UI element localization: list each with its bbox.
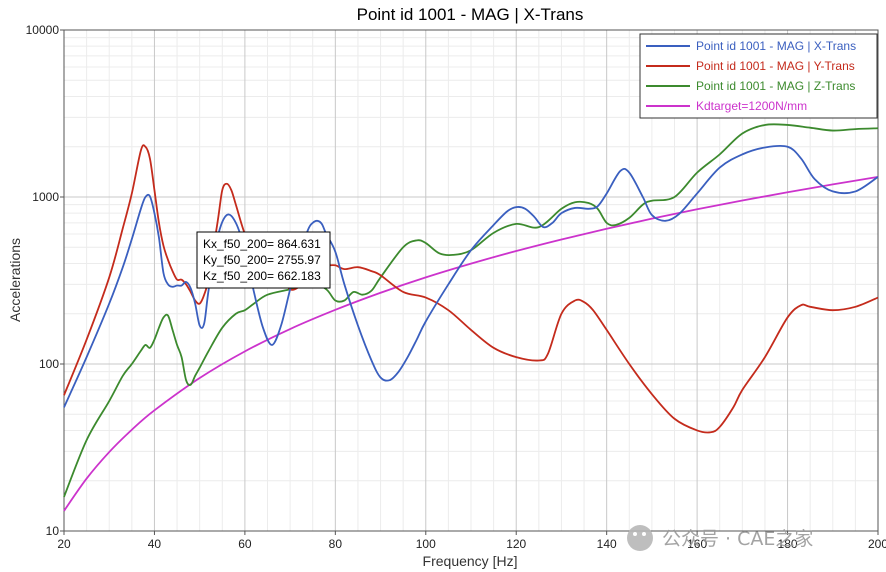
chart-title: Point id 1001 - MAG | X-Trans xyxy=(357,5,584,24)
wechat-icon-eye-right xyxy=(642,532,646,536)
y-tick-label: 10 xyxy=(46,524,60,538)
x-tick-label: 20 xyxy=(57,537,71,551)
y-tick-label: 100 xyxy=(39,357,59,371)
y-tick-label: 10000 xyxy=(26,23,60,37)
watermark-text: 公众号 · CAE之家 xyxy=(662,528,813,550)
annotation-line-kx: Kx_f50_200= 864.631 xyxy=(203,237,321,251)
legend: Point id 1001 - MAG | X-Trans Point id 10… xyxy=(639,33,878,119)
annotation-tooltip: Kx_f50_200= 864.631 Ky_f50_200= 2755.97 … xyxy=(196,231,331,289)
legend-entry: Kdtarget=1200N/mm xyxy=(696,99,807,113)
x-tick-label: 60 xyxy=(238,537,252,551)
x-tick-label: 120 xyxy=(506,537,526,551)
wechat-icon-eye-left xyxy=(633,532,637,536)
x-tick-label: 80 xyxy=(329,537,343,551)
series-line-point-id-1001-mag-z-trans xyxy=(63,123,879,498)
x-tick-label: 180 xyxy=(778,537,798,551)
legend-entry: Point id 1001 - MAG | Y-Trans xyxy=(696,59,855,73)
series-line-kdtarget-1200n-mm xyxy=(63,176,879,512)
y-axis-label: Accelerations xyxy=(7,238,23,322)
x-tick-label: 160 xyxy=(687,537,707,551)
legend-entry: Point id 1001 - MAG | X-Trans xyxy=(696,39,856,53)
x-tick-label: 140 xyxy=(597,537,617,551)
annotation-box xyxy=(196,231,331,289)
legend-entry: Point id 1001 - MAG | Z-Trans xyxy=(696,79,855,93)
x-tick-label: 40 xyxy=(148,537,162,551)
x-tick-label: 200 xyxy=(868,537,886,551)
annotation-line-kz: Kz_f50_200= 662.183 xyxy=(203,269,321,283)
y-tick-label: 1000 xyxy=(32,190,59,204)
watermark: 公众号 · CAE之家 xyxy=(627,525,813,551)
legend-box xyxy=(639,33,878,119)
plot-area-frame xyxy=(63,29,879,532)
x-axis-ticks: 20 40 60 80 100 120 140 160 180 200 xyxy=(57,531,886,551)
annotation-line-ky: Ky_f50_200= 2755.97 xyxy=(203,253,321,267)
series-line-point-id-1001-mag-x-trans xyxy=(63,144,879,408)
x-axis-label: Frequency [Hz] xyxy=(423,553,518,569)
x-tick-label: 100 xyxy=(416,537,436,551)
y-axis-ticks: 10 100 1000 10000 xyxy=(26,23,64,538)
wechat-icon xyxy=(627,525,653,551)
grid xyxy=(63,29,879,532)
